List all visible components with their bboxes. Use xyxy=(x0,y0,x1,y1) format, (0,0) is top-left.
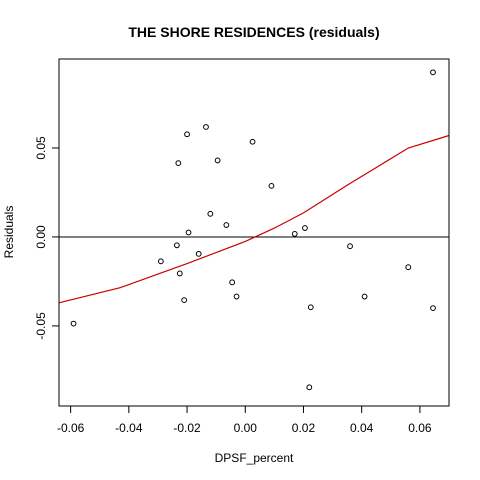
data-point xyxy=(307,304,314,311)
data-point xyxy=(207,210,214,217)
x-tick-label: 0.06 xyxy=(408,421,432,435)
x-tick-label: -0.02 xyxy=(173,421,201,435)
y-tick-label: 0.00 xyxy=(34,225,48,249)
data-point xyxy=(302,225,308,231)
data-point xyxy=(185,229,192,236)
data-point xyxy=(175,160,182,167)
x-tick-label: 0.02 xyxy=(292,421,316,435)
y-tick-label: 0.05 xyxy=(34,136,48,160)
data-point xyxy=(203,124,209,130)
data-point xyxy=(214,157,221,164)
data-point xyxy=(233,293,240,300)
data-point xyxy=(70,320,77,327)
data-point xyxy=(223,222,230,228)
chart-title: THE SHORE RESIDENCES (residuals) xyxy=(128,24,379,40)
plot-layer: -0.06 -0.04 -0.02 0.00 0.02 0.04 0.06 -0.05 0.00… xyxy=(34,69,450,435)
data-point xyxy=(249,138,256,145)
plot-frame xyxy=(58,58,450,407)
x-tick-label: 0.00 xyxy=(234,421,258,435)
data-point xyxy=(347,243,353,250)
data-point xyxy=(181,297,188,304)
y-tick-label: -0.05 xyxy=(34,312,48,340)
data-point xyxy=(176,270,183,277)
x-tick-label: -0.04 xyxy=(115,421,143,435)
x-axis-label: DPSF_percent xyxy=(215,451,294,465)
y-axis-label: Residuals xyxy=(2,206,16,259)
data-point xyxy=(306,384,313,391)
data-point xyxy=(195,250,202,257)
smooth-trend-line xyxy=(58,134,450,304)
data-point xyxy=(229,279,236,286)
data-point xyxy=(430,69,436,76)
x-tick-label: -0.06 xyxy=(57,421,85,435)
data-point xyxy=(184,131,190,138)
data-point xyxy=(268,182,275,189)
data-point xyxy=(361,293,368,300)
data-point xyxy=(157,258,164,265)
x-tick-label: 0.04 xyxy=(350,421,374,435)
data-point xyxy=(291,231,298,237)
data-point xyxy=(405,264,412,271)
data-point xyxy=(173,242,180,249)
data-point xyxy=(430,305,436,312)
